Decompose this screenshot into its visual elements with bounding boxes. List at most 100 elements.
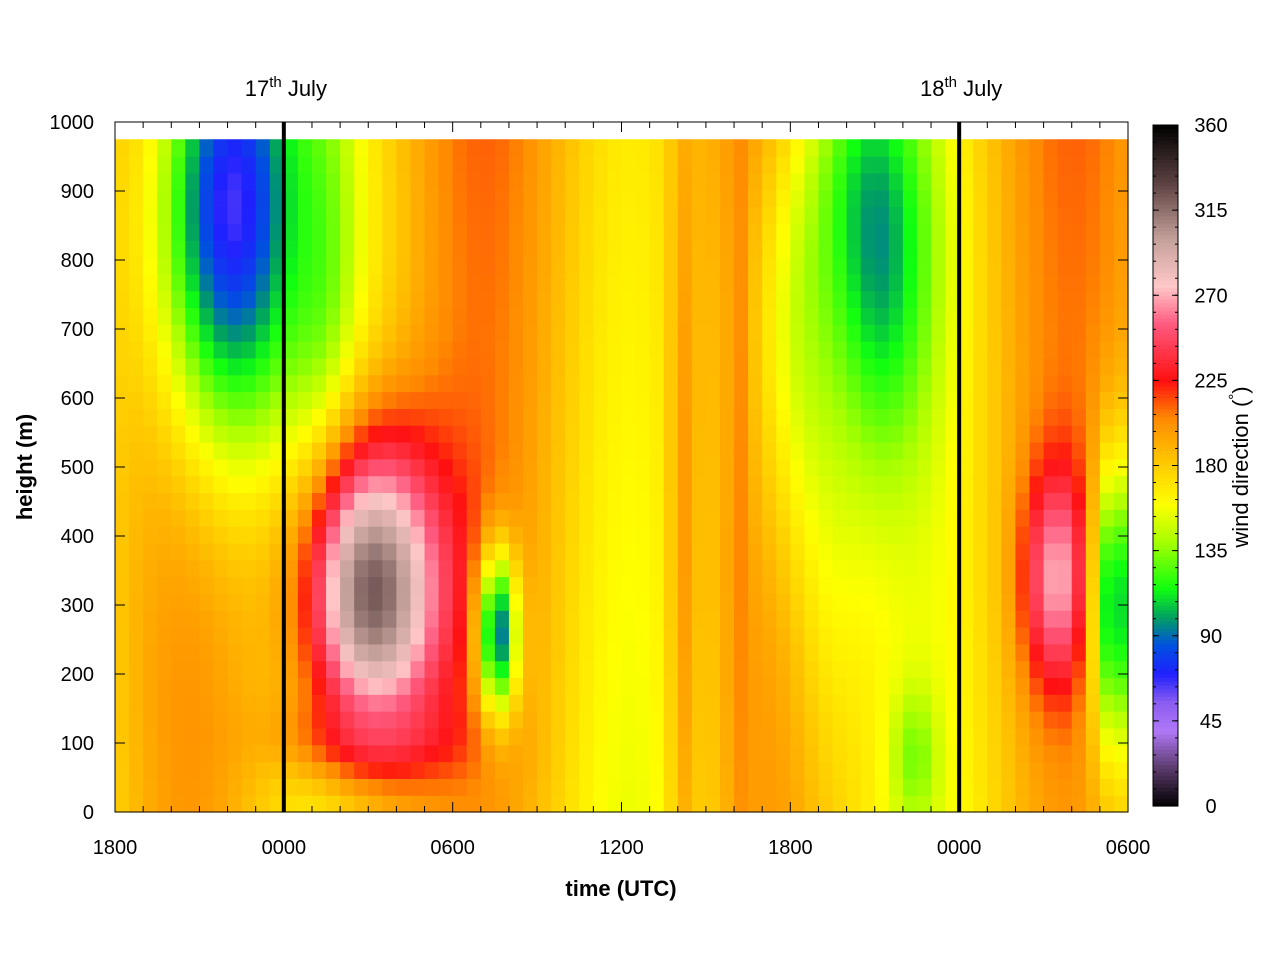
heatmap-cell	[832, 307, 848, 325]
heatmap-cell	[551, 206, 566, 224]
heatmap-cell	[1029, 290, 1045, 309]
heatmap-cell	[438, 576, 454, 594]
heatmap-cell	[804, 290, 820, 309]
heatmap-cell	[677, 458, 693, 477]
heatmap-cell	[494, 576, 510, 594]
heatmap-cell	[973, 660, 988, 679]
heatmap-cell	[396, 778, 412, 796]
heatmap-cell	[888, 593, 904, 611]
heatmap-cell	[804, 172, 820, 191]
heatmap-cell	[480, 559, 496, 578]
heatmap-cell	[776, 307, 791, 325]
heatmap-cell	[171, 139, 186, 157]
heatmap-cell	[1015, 172, 1031, 191]
heatmap-cell	[748, 509, 763, 527]
heatmap-cell	[157, 206, 172, 224]
heatmap-cell	[382, 559, 397, 578]
heatmap-cell	[916, 458, 932, 477]
heatmap-cell	[776, 559, 791, 578]
heatmap-cell	[959, 778, 974, 796]
heatmap-cell	[621, 660, 637, 679]
heatmap-cell	[185, 509, 201, 527]
heatmap-cell	[1071, 509, 1087, 527]
heatmap-cell	[734, 290, 749, 309]
heatmap-cell	[1099, 711, 1115, 729]
heatmap-cell	[832, 626, 848, 645]
heatmap-cell	[311, 374, 327, 393]
colorbar-swatch	[1153, 299, 1178, 304]
heatmap-cell	[734, 711, 749, 729]
heatmap-cell	[494, 425, 510, 443]
heatmap-cell	[382, 795, 397, 813]
heatmap-cell	[790, 677, 805, 695]
colorbar-tick-label: 360	[1194, 115, 1227, 137]
y-tick-label: 100	[61, 733, 94, 755]
heatmap-cell	[663, 492, 679, 510]
heatmap-cell	[185, 240, 201, 258]
heatmap-cell	[579, 391, 594, 409]
heatmap-cell	[297, 425, 313, 443]
heatmap-cell	[326, 727, 341, 746]
heatmap-cell	[565, 778, 580, 796]
colorbar-swatch	[1153, 650, 1178, 656]
heatmap-cell	[1071, 240, 1087, 258]
heatmap-cell	[987, 475, 1002, 494]
heatmap-cell	[1015, 307, 1031, 325]
colorbar-swatch	[1153, 162, 1178, 168]
heatmap-cell	[719, 139, 735, 157]
heatmap-cell	[649, 441, 665, 460]
heatmap-cell	[691, 341, 707, 359]
heatmap-cell	[185, 223, 201, 241]
heatmap-cell	[480, 761, 496, 779]
heatmap-cell	[508, 139, 524, 157]
heatmap-cell	[607, 727, 623, 746]
heatmap-cell	[705, 425, 721, 443]
heatmap-cell	[579, 626, 594, 645]
heatmap-cell	[452, 458, 468, 477]
heatmap-cell	[804, 156, 820, 174]
heatmap-cell	[565, 425, 580, 443]
heatmap-cells	[115, 139, 1129, 813]
heatmap-cell	[115, 778, 130, 796]
heatmap-cell	[424, 408, 440, 426]
heatmap-cell	[537, 189, 552, 208]
heatmap-cell	[593, 256, 609, 275]
heatmap-cell	[860, 694, 876, 712]
heatmap-cell	[438, 542, 454, 561]
heatmap-cell	[537, 441, 552, 460]
heatmap-cell	[508, 357, 524, 376]
heatmap-cell	[311, 626, 327, 645]
heatmap-cell	[790, 458, 805, 477]
heatmap-cell	[1099, 694, 1115, 712]
heatmap-cell	[973, 172, 988, 191]
heatmap-cell	[649, 727, 665, 746]
heatmap-cell	[326, 441, 341, 460]
heatmap-cell	[832, 778, 848, 796]
heatmap-cell	[1029, 643, 1045, 662]
heatmap-cell	[452, 576, 468, 594]
heatmap-cell	[129, 324, 144, 342]
heatmap-cell	[185, 374, 201, 393]
heatmap-cell	[508, 324, 524, 342]
heatmap-cell	[1043, 206, 1059, 224]
heatmap-cell	[1085, 761, 1101, 779]
heatmap-cell	[143, 172, 158, 191]
heatmap-cell	[579, 559, 594, 578]
heatmap-cell	[621, 206, 637, 224]
heatmap-cell	[410, 206, 426, 224]
heatmap-cell	[719, 441, 735, 460]
heatmap-cell	[804, 542, 820, 561]
heatmap-cell	[424, 273, 440, 292]
heatmap-cell	[115, 425, 130, 443]
heatmap-cell	[593, 189, 609, 208]
heatmap-cell	[945, 458, 960, 477]
heatmap-cell	[1085, 593, 1101, 611]
heatmap-cell	[846, 526, 862, 544]
heatmap-cell	[326, 761, 341, 779]
heatmap-cell	[143, 307, 158, 325]
heatmap-cell	[607, 206, 623, 224]
colorbar-swatch	[1153, 314, 1178, 319]
colorbar-swatch	[1153, 677, 1178, 682]
heatmap-cell	[818, 391, 834, 409]
heatmap-cell	[790, 273, 805, 292]
